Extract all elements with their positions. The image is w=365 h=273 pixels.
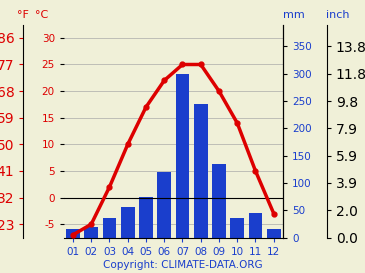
Bar — [66, 229, 80, 238]
Text: Copyright: CLIMATE-DATA.ORG: Copyright: CLIMATE-DATA.ORG — [103, 260, 262, 270]
Text: °C: °C — [35, 10, 49, 20]
Bar — [84, 227, 98, 238]
Bar — [157, 172, 171, 238]
Bar — [230, 218, 244, 238]
Bar — [212, 164, 226, 238]
Text: inch: inch — [326, 10, 349, 20]
Bar — [176, 74, 189, 238]
Bar — [194, 104, 208, 238]
Text: °F: °F — [18, 10, 29, 20]
Bar — [139, 197, 153, 238]
Bar — [103, 218, 116, 238]
Bar — [267, 229, 281, 238]
Bar — [121, 207, 135, 238]
Bar — [249, 213, 262, 238]
Text: mm: mm — [283, 10, 305, 20]
